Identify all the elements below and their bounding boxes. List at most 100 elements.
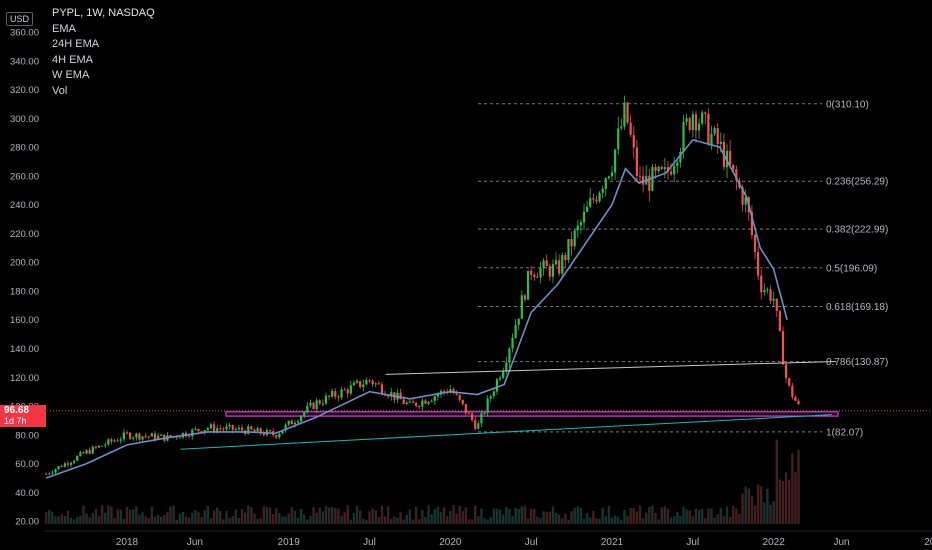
- currency-tag[interactable]: USD: [6, 12, 34, 26]
- volume-bar: [343, 512, 346, 524]
- volume-bar: [657, 519, 660, 524]
- candle-body: [682, 121, 685, 152]
- volume-bar: [641, 518, 645, 524]
- volume-bar: [682, 506, 685, 524]
- volume-bar: [247, 505, 250, 524]
- volume-bar: [439, 511, 443, 524]
- candle-body: [601, 188, 604, 193]
- y-tick-label: 300.00: [10, 114, 39, 125]
- candle-body: [60, 466, 63, 468]
- candle-body: [231, 425, 234, 430]
- volume-bar: [144, 516, 147, 524]
- candle-body: [362, 384, 365, 388]
- candle-body: [498, 377, 502, 380]
- candle-body: [424, 400, 427, 404]
- candle-body: [359, 380, 362, 388]
- candle-body: [250, 426, 253, 430]
- candle-body: [268, 430, 272, 432]
- candle-body: [206, 428, 209, 431]
- volume-bar: [125, 506, 129, 524]
- volume-bar: [756, 484, 760, 524]
- volume-bar: [85, 513, 88, 524]
- symbol-title[interactable]: PYPL, 1W, NASDAQ: [52, 7, 155, 19]
- candle-body: [467, 413, 471, 415]
- volume-bar: [632, 507, 635, 524]
- volume-bar: [620, 519, 623, 524]
- volume-bar: [638, 505, 642, 524]
- indicator-4h-ema[interactable]: 4H EMA: [52, 53, 93, 66]
- indicator-ema[interactable]: EMA: [52, 22, 76, 35]
- volume-bar: [464, 507, 468, 524]
- volume-bar: [119, 509, 122, 524]
- candle-body: [676, 162, 679, 167]
- volume-bar: [508, 508, 511, 524]
- volume-bar: [116, 509, 119, 524]
- volume-bar: [374, 510, 377, 524]
- ema-line: [45, 138, 788, 479]
- y-tick-label: 20.00: [15, 517, 39, 528]
- y-tick-label: 200.00: [10, 258, 39, 269]
- candle-body: [327, 395, 331, 397]
- volume-bars: [44, 439, 800, 524]
- candle-body: [415, 402, 418, 406]
- fibonacci-retracement[interactable]: 0(310.10) 0.236(256.29) 0.382(222.99) 0.5(1…: [478, 99, 888, 438]
- candle-body: [237, 427, 241, 430]
- volume-bar: [629, 507, 632, 524]
- volume-bar: [613, 515, 617, 524]
- volume-bar: [390, 518, 393, 524]
- candle-body: [781, 330, 785, 365]
- candle-body: [741, 187, 744, 205]
- trend-lines[interactable]: [180, 360, 837, 450]
- x-tick-label: Jul: [363, 537, 376, 548]
- indicator-w-ema[interactable]: W EMA: [52, 69, 90, 81]
- candle-body: [191, 429, 194, 437]
- candle-body: [48, 473, 51, 475]
- candle-body: [160, 434, 163, 436]
- candle-body: [523, 295, 527, 300]
- volume-bar: [797, 449, 800, 524]
- volume-bar: [610, 517, 614, 524]
- candle-body: [399, 392, 402, 400]
- volume-bar: [685, 509, 688, 524]
- candle-body: [744, 197, 747, 205]
- candle-body: [669, 171, 673, 175]
- candle-body: [570, 239, 573, 247]
- candle-body: [365, 380, 368, 385]
- candle-body: [321, 403, 324, 405]
- candle-body: [104, 444, 107, 446]
- volume-bar: [666, 508, 670, 524]
- candle-body: [247, 426, 250, 435]
- volume-bar: [290, 506, 293, 524]
- volume-bar: [228, 517, 231, 524]
- candle-body: [85, 450, 88, 454]
- volume-bar: [346, 505, 349, 524]
- volume-bar: [150, 506, 154, 524]
- volume-bar: [704, 518, 707, 524]
- volume-bar: [738, 513, 741, 524]
- candle-body: [511, 338, 514, 349]
- candle-body: [368, 380, 371, 382]
- candle-body: [110, 439, 113, 442]
- indicator-vol[interactable]: Vol: [52, 84, 68, 97]
- candle-body: [284, 424, 287, 431]
- candle-body: [753, 234, 757, 252]
- candle-body: [750, 212, 754, 235]
- fib-level-label: 0.618(169.18): [826, 302, 888, 313]
- volume-bar: [492, 508, 496, 524]
- candle-body: [610, 172, 614, 177]
- volume-bar: [253, 513, 256, 524]
- candle-body: [418, 405, 421, 407]
- indicator-24h-ema[interactable]: 24H EMA: [52, 38, 100, 50]
- candle-body: [228, 425, 231, 427]
- volume-bar: [181, 511, 185, 524]
- volume-bar: [542, 511, 545, 524]
- candle-body: [132, 437, 135, 439]
- candle-body: [791, 385, 794, 397]
- volume-bar: [203, 510, 206, 524]
- volume-bar: [486, 519, 489, 524]
- volume-bar: [166, 512, 169, 524]
- volume-bar: [589, 517, 592, 524]
- candle-body: [144, 436, 147, 438]
- time-axis[interactable]: 2018 Jun 2019 Jul 2020 Jul 2021 Jul 2022 Jun 2023: [44, 530, 932, 548]
